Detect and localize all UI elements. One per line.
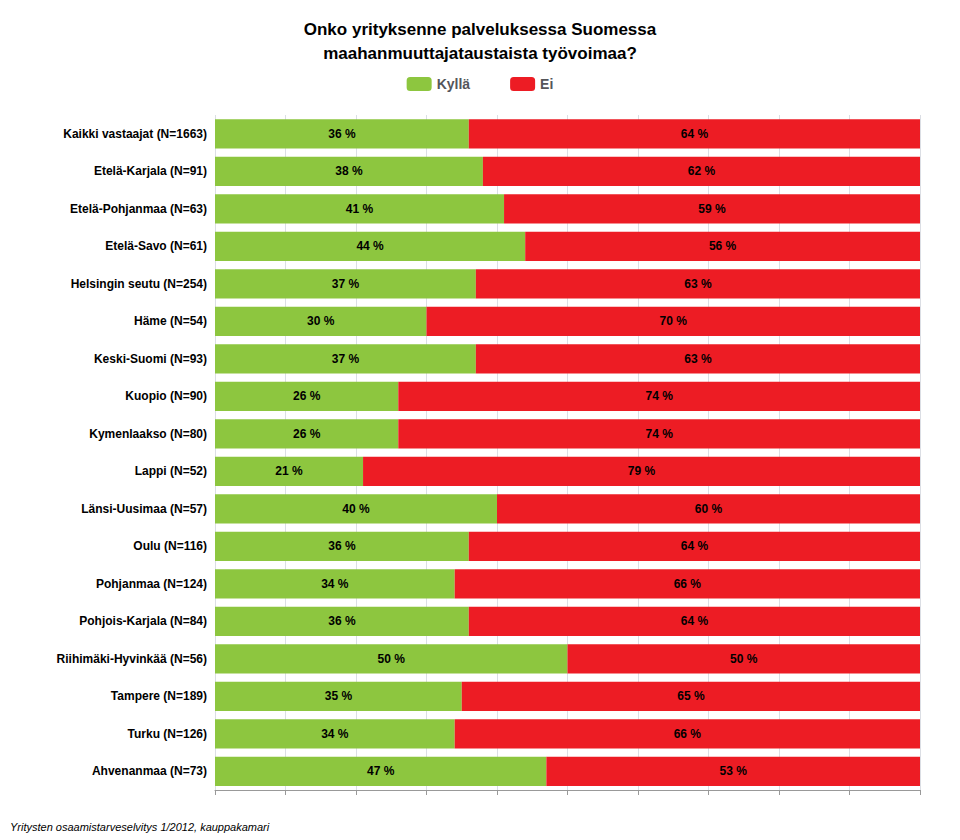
svg-text:30 %: 30 %: [307, 314, 335, 328]
svg-text:70 %: 70 %: [660, 314, 688, 328]
svg-text:Yritysten osaamistarveselvitys: Yritysten osaamistarveselvitys 1/2012, k…: [10, 821, 270, 833]
svg-text:Etelä-Savo (N=61): Etelä-Savo (N=61): [105, 239, 207, 253]
svg-text:38 %: 38 %: [335, 164, 363, 178]
svg-text:Länsi-Uusimaa (N=57): Länsi-Uusimaa (N=57): [81, 502, 207, 516]
svg-text:44 %: 44 %: [356, 239, 384, 253]
svg-text:37 %: 37 %: [332, 352, 360, 366]
svg-text:36 %: 36 %: [328, 539, 356, 553]
svg-text:Etelä-Karjala (N=91): Etelä-Karjala (N=91): [94, 164, 207, 178]
svg-text:74 %: 74 %: [645, 427, 673, 441]
svg-text:Ei: Ei: [540, 76, 553, 92]
svg-text:36 %: 36 %: [328, 614, 356, 628]
svg-text:Häme (N=54): Häme (N=54): [134, 314, 207, 328]
svg-text:64 %: 64 %: [681, 539, 709, 553]
svg-text:50 %: 50 %: [730, 652, 758, 666]
svg-text:Keski-Suomi (N=93): Keski-Suomi (N=93): [94, 352, 207, 366]
svg-text:Turku (N=126): Turku (N=126): [128, 727, 207, 741]
svg-text:41 %: 41 %: [346, 202, 374, 216]
svg-text:21 %: 21 %: [275, 464, 303, 478]
svg-text:47 %: 47 %: [367, 764, 395, 778]
svg-text:34 %: 34 %: [321, 727, 349, 741]
svg-text:Onko yrityksenne palveluksessa: Onko yrityksenne palveluksessa Suomessa: [304, 20, 657, 39]
svg-text:56 %: 56 %: [709, 239, 737, 253]
svg-text:74 %: 74 %: [645, 389, 673, 403]
svg-text:Tampere (N=189): Tampere (N=189): [111, 689, 207, 703]
svg-text:63 %: 63 %: [684, 352, 712, 366]
svg-text:64 %: 64 %: [681, 614, 709, 628]
svg-text:Kyllä: Kyllä: [437, 76, 471, 92]
svg-text:26 %: 26 %: [293, 427, 321, 441]
svg-text:37 %: 37 %: [332, 277, 360, 291]
svg-text:Ahvenanmaa (N=73): Ahvenanmaa (N=73): [92, 764, 207, 778]
svg-text:Oulu (N=116): Oulu (N=116): [133, 539, 207, 553]
svg-text:26 %: 26 %: [293, 389, 321, 403]
svg-text:66 %: 66 %: [674, 727, 702, 741]
svg-text:62 %: 62 %: [688, 164, 716, 178]
svg-text:53 %: 53 %: [719, 764, 747, 778]
svg-text:maahanmuuttajataustaista työvo: maahanmuuttajataustaista työvoimaa?: [323, 44, 637, 63]
svg-text:Etelä-Pohjanmaa (N=63): Etelä-Pohjanmaa (N=63): [70, 202, 207, 216]
svg-text:63 %: 63 %: [684, 277, 712, 291]
svg-text:36 %: 36 %: [328, 127, 356, 141]
svg-text:60 %: 60 %: [695, 502, 723, 516]
svg-text:64 %: 64 %: [681, 127, 709, 141]
svg-text:59 %: 59 %: [698, 202, 726, 216]
svg-text:Helsingin seutu (N=254): Helsingin seutu (N=254): [71, 277, 207, 291]
svg-text:35 %: 35 %: [325, 689, 353, 703]
svg-text:Kuopio (N=90): Kuopio (N=90): [125, 389, 207, 403]
svg-text:Kaikki vastaajat (N=1663): Kaikki vastaajat (N=1663): [63, 127, 207, 141]
svg-text:65 %: 65 %: [677, 689, 705, 703]
svg-text:Pohjois-Karjala (N=84): Pohjois-Karjala (N=84): [79, 614, 207, 628]
svg-text:Riihimäki-Hyvinkää (N=56): Riihimäki-Hyvinkää (N=56): [57, 652, 207, 666]
svg-text:40 %: 40 %: [342, 502, 370, 516]
svg-text:Lappi (N=52): Lappi (N=52): [135, 464, 207, 478]
svg-text:50 %: 50 %: [378, 652, 406, 666]
svg-text:66 %: 66 %: [674, 577, 702, 591]
svg-text:79 %: 79 %: [628, 464, 656, 478]
svg-text:Pohjanmaa (N=124): Pohjanmaa (N=124): [96, 577, 207, 591]
svg-text:Kymenlaakso (N=80): Kymenlaakso (N=80): [89, 427, 207, 441]
svg-text:34 %: 34 %: [321, 577, 349, 591]
